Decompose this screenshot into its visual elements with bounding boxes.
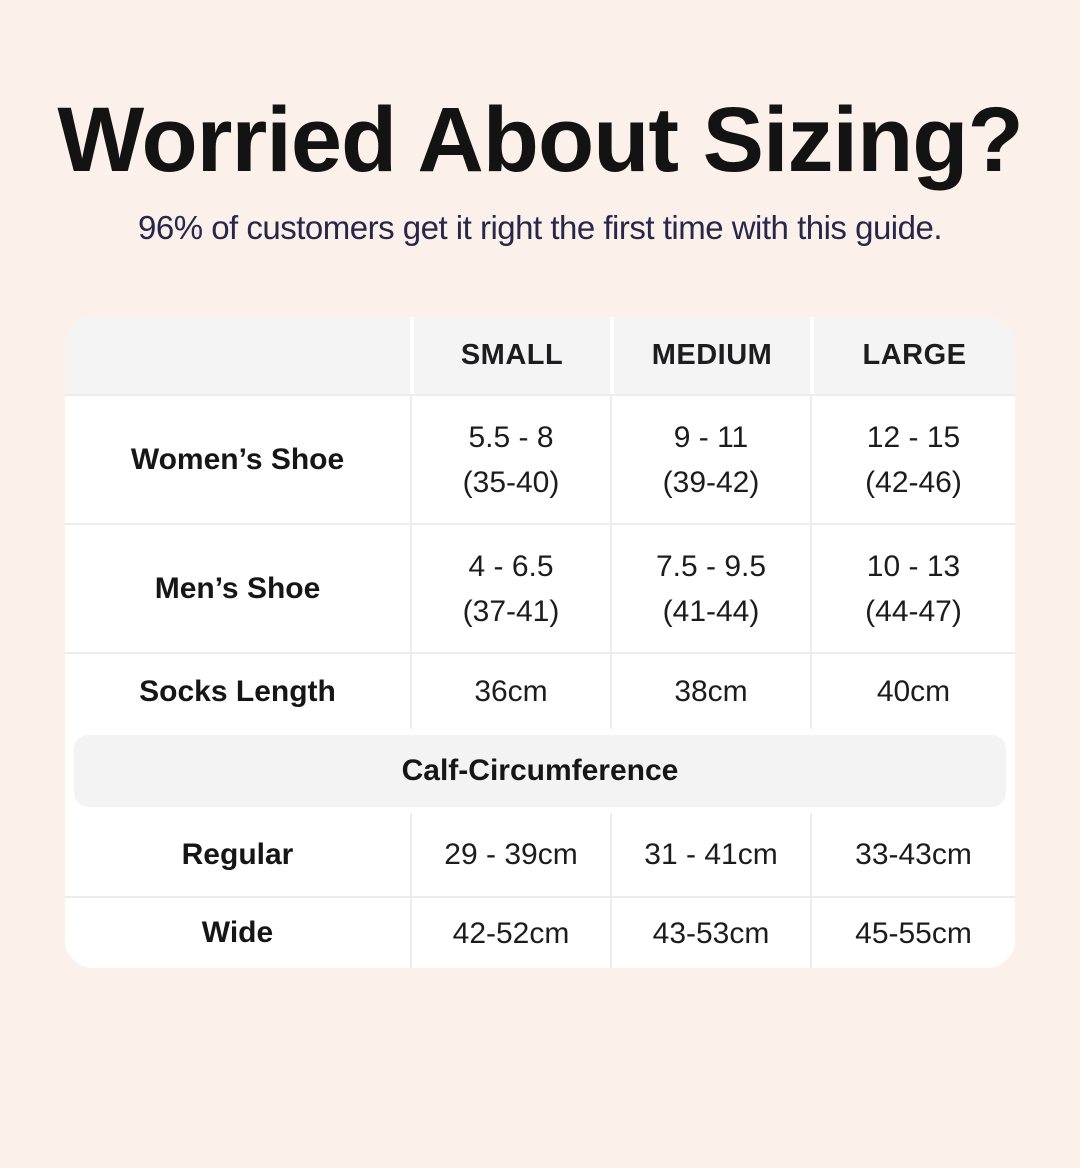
column-header-small: SMALL <box>410 317 610 394</box>
table-cell: 29 - 39cm <box>410 813 610 896</box>
cell-line: 12 - 15 <box>866 420 961 454</box>
cell-line: 45-55cm <box>855 916 972 950</box>
row-label: Wide <box>201 916 274 949</box>
cell-line: 7.5 - 9.5 <box>655 549 767 583</box>
cell-line: (37-41) <box>462 594 560 628</box>
cell-line: (44-47) <box>865 594 962 628</box>
table-row-socks-length: Socks Length 36cm 38cm 40cm <box>65 652 1015 729</box>
table-cell: 10 - 13 (44-47) <box>810 525 1015 652</box>
table-row-wide: Wide 42-52cm 43-53cm 45-55cm <box>65 896 1015 968</box>
cell-line: 5.5 - 8 <box>468 420 554 454</box>
cell-line: 4 - 6.5 <box>468 549 554 583</box>
table-cell: 42-52cm <box>410 898 610 968</box>
table-cell: 12 - 15 (42-46) <box>810 396 1015 523</box>
row-label: Men’s Shoe <box>154 571 321 605</box>
cell-line: 36cm <box>474 675 548 708</box>
page-title: Worried About Sizing? <box>57 89 1023 191</box>
cell-line: 9 - 11 <box>673 420 749 454</box>
page-subtitle: 96% of customers get it right the first … <box>137 209 943 246</box>
table-row-womens-shoe: Women’s Shoe 5.5 - 8 (35-40) 9 - 11 (39-… <box>65 394 1015 523</box>
cell-line: 33-43cm <box>855 838 972 871</box>
table-row-mens-shoe: Men’s Shoe 4 - 6.5 (37-41) 7.5 - 9.5 (41… <box>65 523 1015 652</box>
row-label: Socks Length <box>139 674 336 708</box>
cell-line: 38cm <box>674 675 748 708</box>
row-label: Regular <box>181 837 294 871</box>
size-guide-table: SMALL MEDIUM LARGE Women’s Shoe 5.5 - 8 … <box>65 317 1015 968</box>
cell-line: (41-44) <box>662 594 760 628</box>
table-header-row: SMALL MEDIUM LARGE <box>65 317 1015 394</box>
cell-line: (42-46) <box>865 465 962 499</box>
row-label: Women’s Shoe <box>130 442 345 476</box>
cell-line: (35-40) <box>462 465 560 499</box>
cell-line: 10 - 13 <box>866 549 961 583</box>
table-row-regular: Regular 29 - 39cm 31 - 41cm 33-43cm <box>65 813 1015 896</box>
table-cell: 43-53cm <box>610 898 810 968</box>
column-header-blank <box>65 317 410 394</box>
table-cell: 9 - 11 (39-42) <box>610 396 810 523</box>
table-cell: 7.5 - 9.5 (41-44) <box>610 525 810 652</box>
cell-line: 31 - 41cm <box>644 838 778 871</box>
table-cell: 31 - 41cm <box>610 813 810 896</box>
section-header-calf-circumference: Calf-Circumference <box>74 735 1006 807</box>
column-header-large: LARGE <box>810 317 1015 394</box>
cell-line: 42-52cm <box>452 916 570 950</box>
table-cell: 38cm <box>610 654 810 729</box>
table-cell: 40cm <box>810 654 1015 729</box>
cell-line: 43-53cm <box>652 916 770 950</box>
table-cell: 36cm <box>410 654 610 729</box>
cell-line: (39-42) <box>662 465 760 499</box>
table-cell: 4 - 6.5 (37-41) <box>410 525 610 652</box>
table-cell: 45-55cm <box>810 898 1015 968</box>
table-cell: 33-43cm <box>810 813 1015 896</box>
cell-line: 29 - 39cm <box>444 838 578 871</box>
cell-line: 40cm <box>876 675 951 708</box>
column-header-medium: MEDIUM <box>610 317 810 394</box>
table-cell: 5.5 - 8 (35-40) <box>410 396 610 523</box>
